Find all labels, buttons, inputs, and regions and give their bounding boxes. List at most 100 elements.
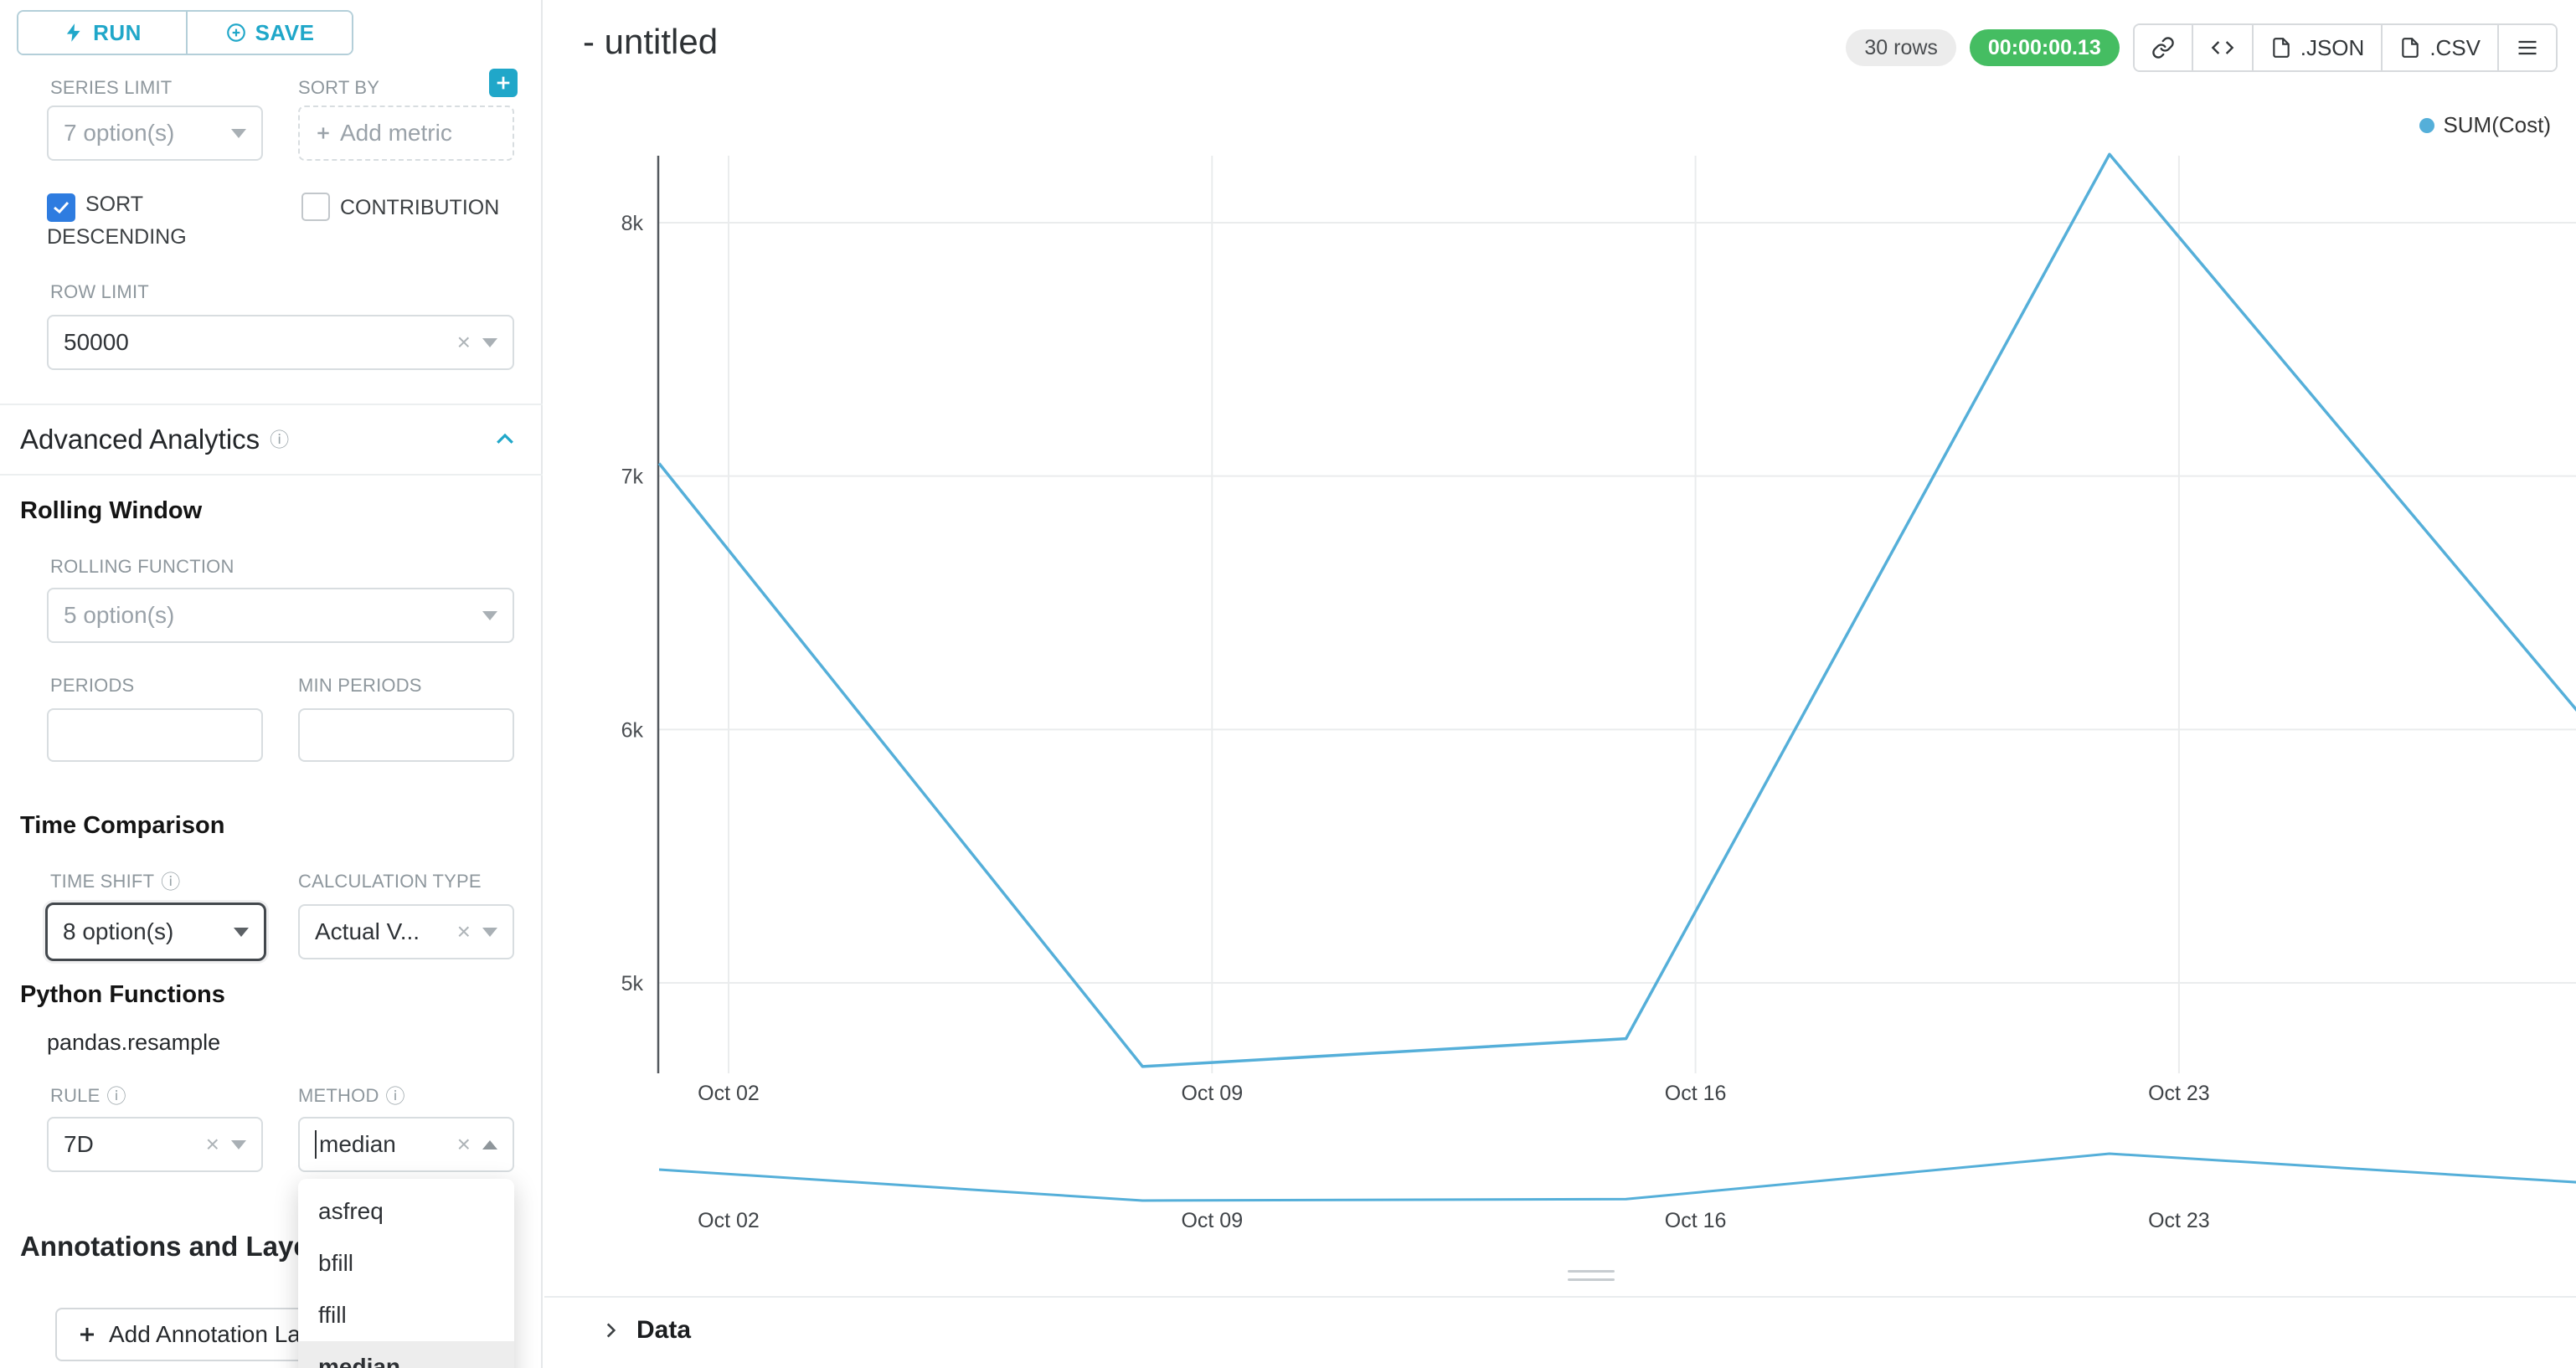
data-panel-toggle[interactable]: Data <box>544 1298 2576 1345</box>
lightning-icon <box>66 23 80 42</box>
rolling-function-value: 5 option(s) <box>64 602 175 628</box>
export-csv-button[interactable]: .CSV <box>2381 25 2497 70</box>
contribution-control[interactable]: CONTRIBUTION <box>301 193 499 223</box>
row-limit-select[interactable]: 50000 × <box>47 315 514 370</box>
method-option-ffill[interactable]: ffill <box>318 1302 347 1328</box>
x-axis-tick-label: Oct 16 <box>1665 1082 1727 1105</box>
chevron-down-icon <box>231 1139 246 1149</box>
query-timer-badge: 00:00:00.13 <box>1969 29 2120 66</box>
calculation-type-value: Actual V... <box>315 918 420 944</box>
advanced-analytics-title: Advanced Analytics <box>20 424 260 455</box>
sort-by-placeholder: Add metric <box>340 120 452 146</box>
y-axis-tick-label: 8k <box>621 212 644 235</box>
chevron-up-icon[interactable] <box>492 427 518 452</box>
run-save-group: RUN SAVE <box>17 10 353 55</box>
advanced-analytics-header[interactable]: Advanced Analytics ⓘ <box>20 424 518 455</box>
rolling-window-title: Rolling Window <box>20 497 203 524</box>
export-json-button[interactable]: .JSON <box>2251 25 2382 70</box>
clear-icon[interactable]: × <box>456 918 471 944</box>
chevron-down-icon <box>234 927 249 937</box>
contribution-label: CONTRIBUTION <box>340 196 500 219</box>
min-periods-label: MIN PERIODS <box>298 675 422 696</box>
check-icon <box>54 201 70 214</box>
more-menu-button[interactable] <box>2497 25 2556 70</box>
time-shift-label: TIME SHIFT ⓘ <box>50 870 181 892</box>
export-toolbar: .JSON .CSV <box>2132 23 2558 72</box>
view-query-button[interactable] <box>2191 25 2252 70</box>
x-axis-tick-label: Oct 23 <box>2148 1082 2210 1105</box>
save-label: SAVE <box>255 19 315 45</box>
rolling-function-select[interactable]: 5 option(s) <box>47 588 514 643</box>
link-icon <box>2152 37 2174 59</box>
calculation-type-label: CALCULATION TYPE <box>298 871 482 892</box>
file-icon <box>2402 38 2419 58</box>
contribution-checkbox[interactable] <box>301 193 330 221</box>
sort-descending-checkbox[interactable] <box>47 193 75 222</box>
header-controls: 30 rows 00:00:00.13 .JSON <box>1846 23 2558 72</box>
code-icon <box>2211 41 2234 54</box>
method-option-bfill[interactable]: bfill <box>318 1250 354 1276</box>
y-axis-tick-label: 6k <box>621 718 644 742</box>
mini-x-axis-tick-label: Oct 09 <box>1181 1209 1243 1232</box>
data-panel: Data <box>544 1296 2576 1368</box>
file-icon <box>2272 38 2290 58</box>
clear-icon[interactable]: × <box>456 1131 471 1157</box>
add-metric-plus-button[interactable] <box>489 69 518 97</box>
copy-link-button[interactable] <box>2134 25 2192 70</box>
min-periods-input[interactable] <box>298 708 514 762</box>
clear-icon[interactable]: × <box>205 1131 219 1157</box>
chevron-down-icon <box>231 128 246 138</box>
rows-count-badge: 30 rows <box>1846 29 1956 66</box>
method-value: median <box>319 1131 396 1157</box>
legend-series-label: SUM(Cost) <box>2443 112 2551 137</box>
text-cursor <box>315 1130 317 1159</box>
rule-select[interactable]: 7D × <box>47 1117 263 1172</box>
method-option-asfreq[interactable]: asfreq <box>318 1198 384 1224</box>
calculation-type-select[interactable]: Actual V... × <box>298 904 514 959</box>
run-button[interactable]: RUN <box>18 12 186 54</box>
legend-series-dot <box>2419 117 2435 133</box>
sort-descending-label: SORT DESCENDING <box>47 193 187 249</box>
plus-icon <box>317 127 329 139</box>
mini-line-series <box>658 1152 2576 1202</box>
control-panel: RUN SAVE SERIES LIMIT SORT BY 7 option(s… <box>0 0 543 1368</box>
mini-x-axis-tick-label: Oct 23 <box>2148 1209 2210 1232</box>
x-axis-tick-label: Oct 09 <box>1181 1082 1243 1105</box>
info-icon[interactable]: ⓘ <box>270 428 290 450</box>
run-label: RUN <box>93 19 142 45</box>
info-icon[interactable]: ⓘ <box>385 1084 405 1107</box>
legend[interactable]: SUM(Cost) <box>2419 112 2551 138</box>
hamburger-menu-icon <box>2518 40 2537 55</box>
mini-x-axis-tick-label: Oct 16 <box>1665 1209 1727 1232</box>
time-comparison-title: Time Comparison <box>20 812 225 839</box>
sort-by-add-metric-field[interactable]: Add metric <box>298 105 514 161</box>
divider <box>0 474 543 476</box>
chevron-down-icon <box>482 927 497 937</box>
line-series-sum-cost[interactable] <box>657 152 2576 1068</box>
row-limit-value: 50000 <box>64 329 129 355</box>
rolling-function-label: ROLLING FUNCTION <box>50 556 234 577</box>
series-limit-select[interactable]: 7 option(s) <box>47 105 263 161</box>
chart-title: - untitled <box>583 22 719 61</box>
method-options-menu: asfreq bfill ffill median <box>298 1179 514 1368</box>
mini-x-axis-tick-label: Oct 02 <box>698 1209 760 1232</box>
plus-icon <box>497 76 510 90</box>
periods-input[interactable] <box>47 708 263 762</box>
data-panel-title: Data <box>636 1316 692 1344</box>
clear-icon[interactable]: × <box>456 329 471 355</box>
method-option-median[interactable]: median <box>298 1341 514 1368</box>
info-icon[interactable]: ⓘ <box>106 1084 126 1107</box>
panel-resize-handle[interactable] <box>1568 1264 1615 1287</box>
save-button[interactable]: SAVE <box>186 12 352 54</box>
y-axis-tick-label: 5k <box>621 972 644 995</box>
time-shift-select[interactable]: 8 option(s) <box>45 903 266 961</box>
sort-by-label: SORT BY <box>298 77 380 98</box>
method-label: METHOD ⓘ <box>298 1084 405 1107</box>
series-limit-value: 7 option(s) <box>64 120 175 146</box>
method-select[interactable]: median × <box>298 1117 514 1172</box>
annotations-title: Annotations and Layers <box>20 1231 335 1262</box>
sort-descending-control[interactable]: SORT DESCENDING <box>47 189 223 252</box>
info-icon[interactable]: ⓘ <box>161 870 181 892</box>
series-limit-label: SERIES LIMIT <box>50 77 173 98</box>
